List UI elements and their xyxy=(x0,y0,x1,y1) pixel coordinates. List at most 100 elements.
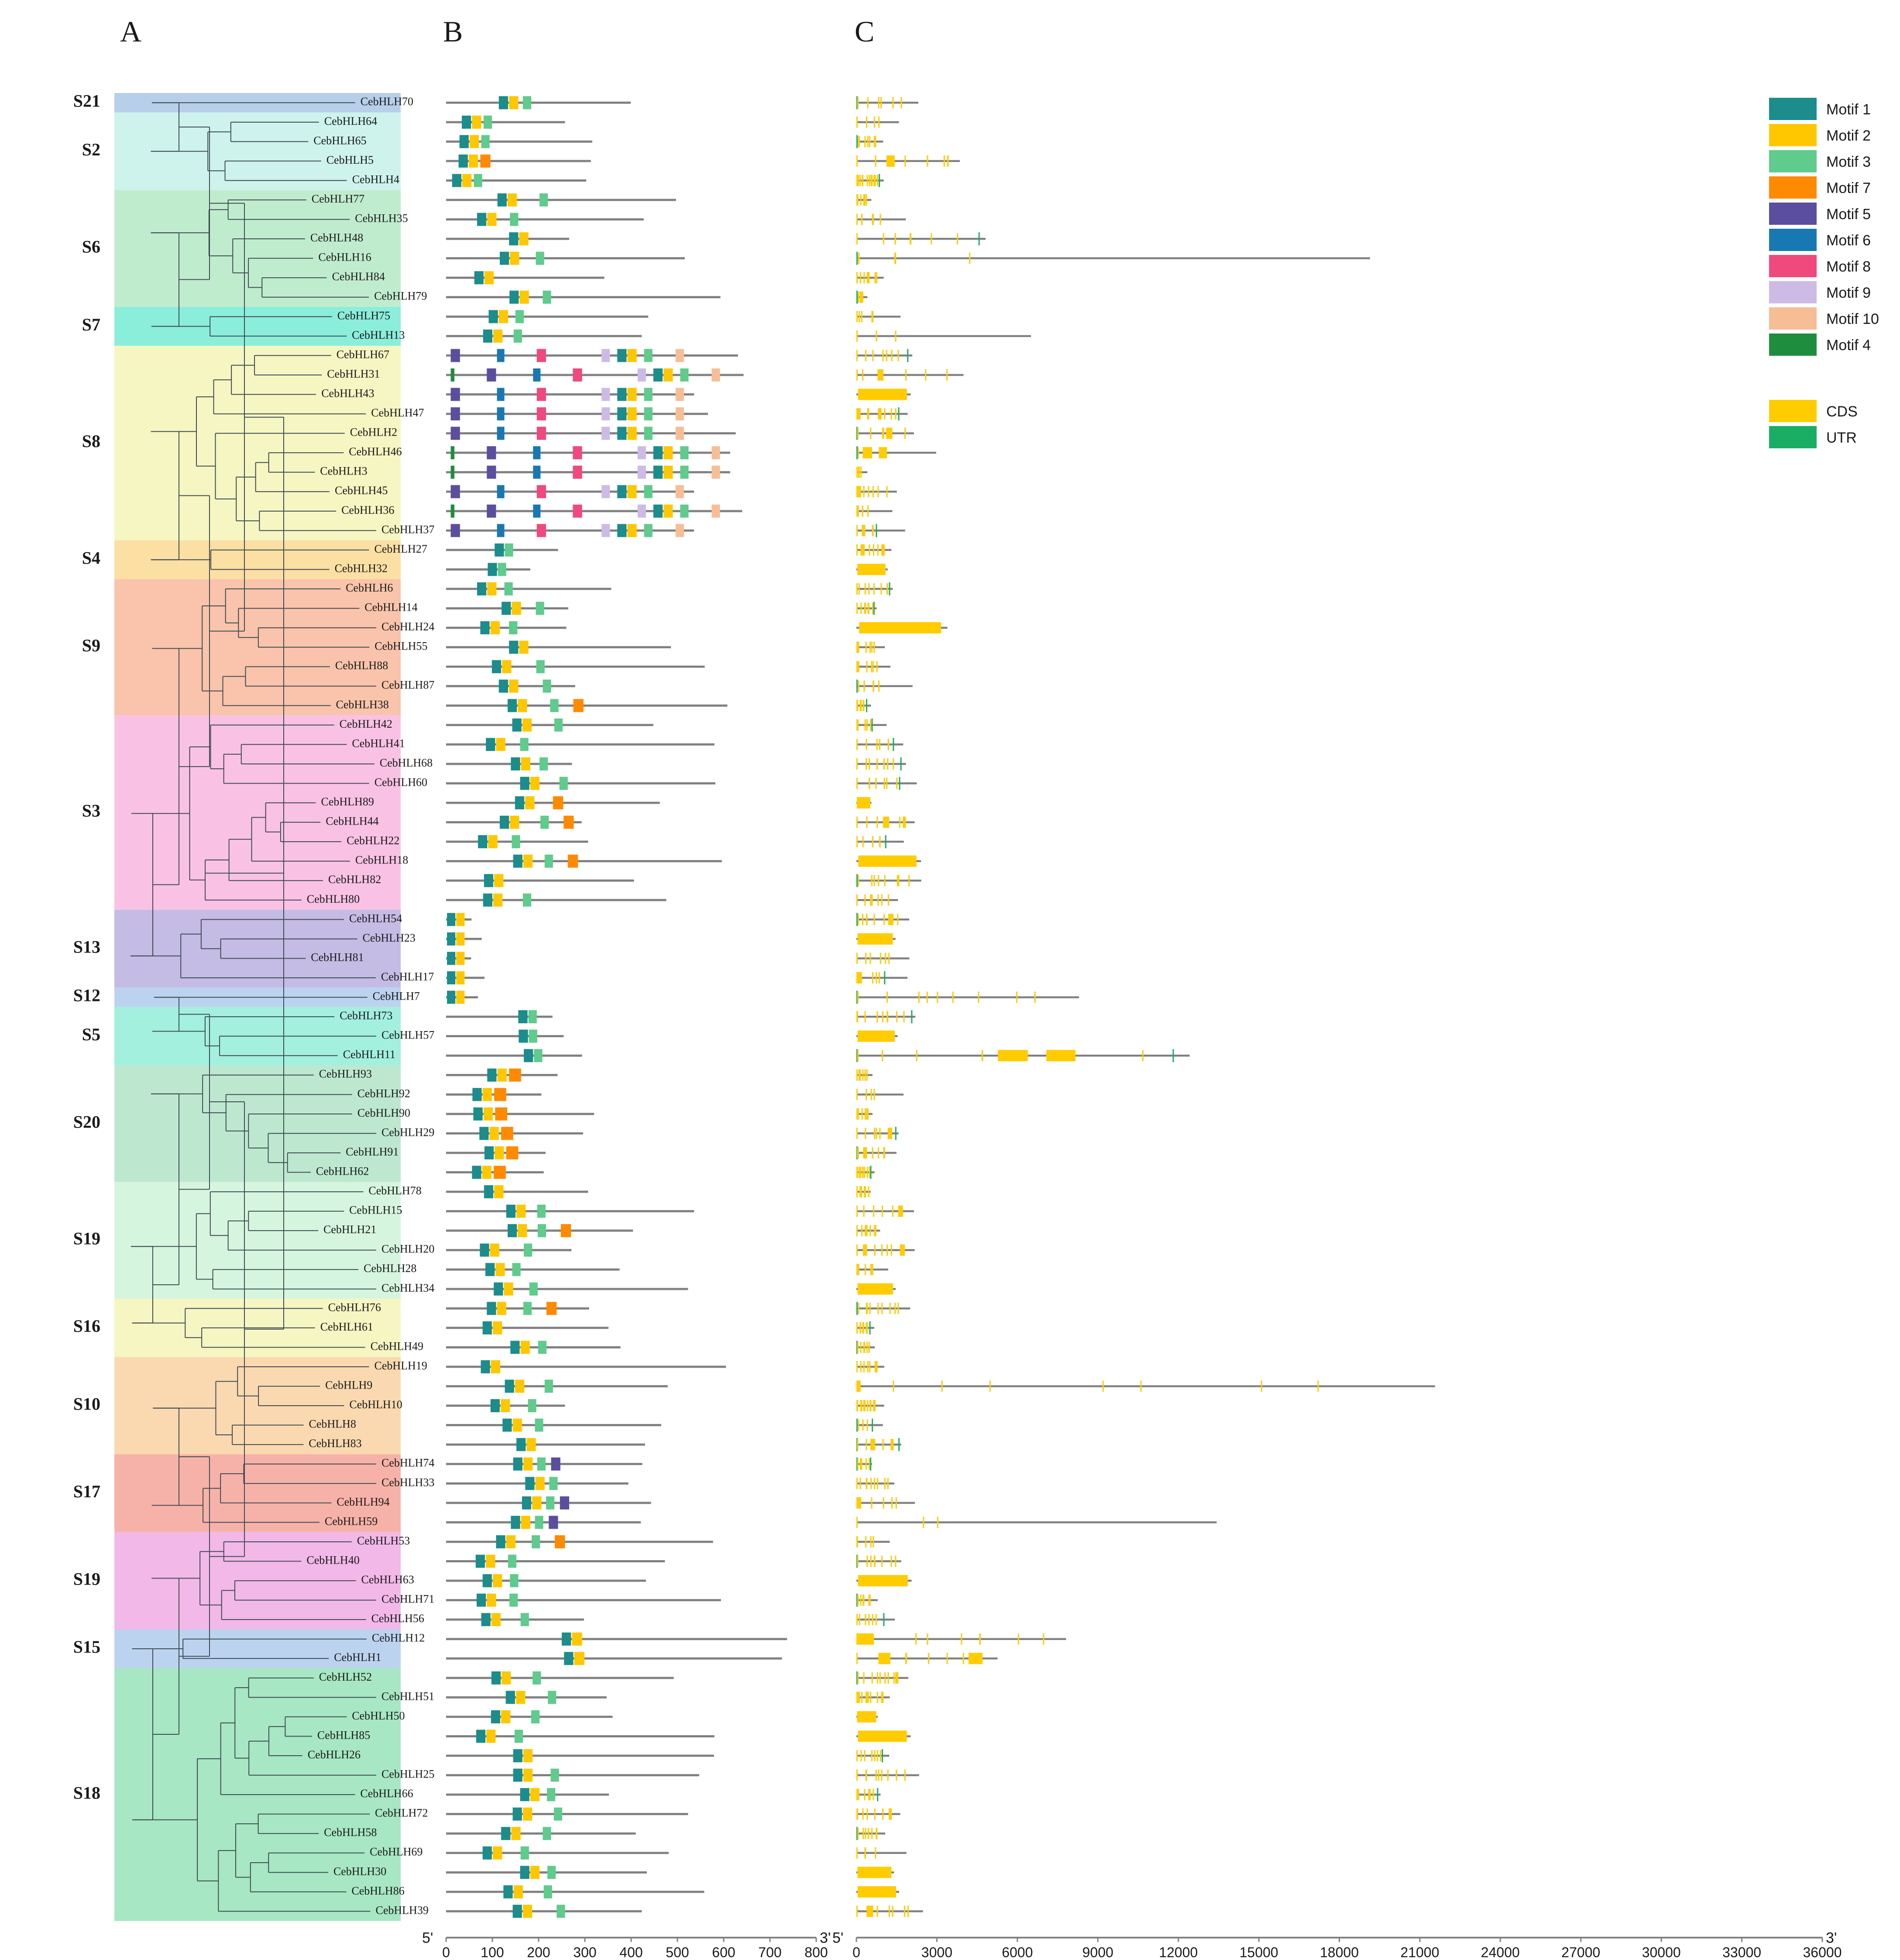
svg-text:S6: S6 xyxy=(82,237,100,257)
svg-text:A: A xyxy=(120,15,141,48)
svg-text:CebHLH58: CebHLH58 xyxy=(324,1826,377,1839)
svg-text:15000: 15000 xyxy=(1240,1945,1278,1960)
svg-text:33000: 33000 xyxy=(1722,1945,1761,1960)
svg-text:CebHLH25: CebHLH25 xyxy=(381,1768,434,1781)
svg-text:CebHLH4: CebHLH4 xyxy=(352,173,399,186)
svg-text:CebHLH56: CebHLH56 xyxy=(371,1612,424,1625)
svg-text:CebHLH86: CebHLH86 xyxy=(351,1884,404,1897)
svg-text:CebHLH30: CebHLH30 xyxy=(333,1865,386,1877)
svg-text:CebHLH85: CebHLH85 xyxy=(317,1729,370,1741)
svg-text:CebHLH32: CebHLH32 xyxy=(335,562,388,574)
svg-text:CebHLH75: CebHLH75 xyxy=(337,309,390,322)
svg-text:CebHLH13: CebHLH13 xyxy=(352,329,405,341)
svg-text:S13: S13 xyxy=(73,937,100,956)
svg-text:CebHLH81: CebHLH81 xyxy=(311,951,364,963)
svg-text:S20: S20 xyxy=(73,1112,100,1131)
svg-text:18000: 18000 xyxy=(1320,1945,1359,1960)
svg-text:3': 3' xyxy=(1826,1930,1837,1946)
svg-text:CebHLH33: CebHLH33 xyxy=(381,1476,434,1489)
svg-text:CebHLH79: CebHLH79 xyxy=(374,290,427,303)
svg-text:Motif 6: Motif 6 xyxy=(1826,232,1871,249)
svg-text:21000: 21000 xyxy=(1400,1945,1439,1960)
svg-text:CebHLH64: CebHLH64 xyxy=(324,115,377,127)
svg-text:S21: S21 xyxy=(73,91,100,110)
svg-text:S10: S10 xyxy=(73,1394,100,1413)
svg-text:CebHLH48: CebHLH48 xyxy=(310,231,363,244)
svg-text:Motif 3: Motif 3 xyxy=(1826,154,1871,170)
svg-text:CebHLH59: CebHLH59 xyxy=(325,1515,378,1527)
svg-text:12000: 12000 xyxy=(1159,1945,1198,1960)
svg-text:CebHLH60: CebHLH60 xyxy=(375,776,427,788)
svg-text:CebHLH21: CebHLH21 xyxy=(323,1223,376,1236)
svg-text:CebHLH83: CebHLH83 xyxy=(309,1437,361,1450)
svg-text:CebHLH80: CebHLH80 xyxy=(307,893,360,905)
svg-text:Motif 1: Motif 1 xyxy=(1826,101,1871,118)
svg-text:CebHLH68: CebHLH68 xyxy=(380,756,433,769)
svg-text:500: 500 xyxy=(666,1945,689,1960)
svg-text:CebHLH23: CebHLH23 xyxy=(363,932,416,944)
svg-text:CebHLH76: CebHLH76 xyxy=(328,1301,381,1314)
svg-text:CebHLH7: CebHLH7 xyxy=(373,990,420,1003)
svg-text:CebHLH6: CebHLH6 xyxy=(346,581,393,594)
svg-text:9000: 9000 xyxy=(1082,1945,1113,1960)
svg-text:S4: S4 xyxy=(82,548,100,567)
svg-text:S19: S19 xyxy=(73,1229,100,1248)
svg-text:27000: 27000 xyxy=(1561,1945,1600,1960)
svg-text:CDS: CDS xyxy=(1826,403,1858,420)
svg-text:CebHLH36: CebHLH36 xyxy=(341,504,394,516)
svg-text:Motif 8: Motif 8 xyxy=(1826,258,1871,275)
svg-text:S9: S9 xyxy=(82,636,100,655)
svg-text:0: 0 xyxy=(852,1945,860,1960)
svg-text:CebHLH1: CebHLH1 xyxy=(334,1651,381,1664)
svg-text:CebHLH12: CebHLH12 xyxy=(372,1632,425,1644)
svg-text:CebHLH22: CebHLH22 xyxy=(347,834,399,847)
svg-text:S16: S16 xyxy=(73,1316,100,1336)
svg-text:S18: S18 xyxy=(73,1783,100,1802)
svg-text:S12: S12 xyxy=(73,986,100,1005)
svg-text:400: 400 xyxy=(619,1945,642,1960)
svg-text:6000: 6000 xyxy=(1002,1945,1033,1960)
svg-text:CebHLH8: CebHLH8 xyxy=(309,1418,356,1430)
svg-text:100: 100 xyxy=(481,1945,504,1960)
svg-text:CebHLH73: CebHLH73 xyxy=(340,1009,392,1022)
svg-text:800: 800 xyxy=(804,1945,828,1960)
svg-text:Motif 2: Motif 2 xyxy=(1826,127,1871,144)
svg-text:S7: S7 xyxy=(82,315,100,334)
svg-text:S15: S15 xyxy=(73,1637,100,1657)
svg-text:5': 5' xyxy=(832,1930,843,1946)
svg-text:CebHLH78: CebHLH78 xyxy=(368,1184,421,1197)
svg-text:CebHLH72: CebHLH72 xyxy=(375,1807,428,1819)
svg-text:CebHLH24: CebHLH24 xyxy=(381,620,434,633)
svg-text:CebHLH51: CebHLH51 xyxy=(381,1690,434,1702)
svg-text:CebHLH91: CebHLH91 xyxy=(346,1145,399,1158)
svg-text:CebHLH90: CebHLH90 xyxy=(357,1107,410,1119)
svg-text:CebHLH89: CebHLH89 xyxy=(321,795,374,808)
svg-text:CebHLH74: CebHLH74 xyxy=(381,1457,434,1469)
svg-text:CebHLH46: CebHLH46 xyxy=(349,445,402,458)
svg-text:Motif 5: Motif 5 xyxy=(1826,206,1871,223)
svg-text:CebHLH31: CebHLH31 xyxy=(327,368,380,380)
svg-text:3000: 3000 xyxy=(921,1945,952,1960)
svg-text:CebHLH82: CebHLH82 xyxy=(328,873,381,886)
svg-text:CebHLH26: CebHLH26 xyxy=(308,1748,361,1761)
svg-text:CebHLH15: CebHLH15 xyxy=(349,1204,402,1217)
svg-text:CebHLH63: CebHLH63 xyxy=(361,1573,414,1586)
svg-text:CebHLH67: CebHLH67 xyxy=(337,348,389,361)
svg-text:CebHLH55: CebHLH55 xyxy=(375,640,427,653)
svg-text:CebHLH16: CebHLH16 xyxy=(318,251,371,264)
svg-text:CebHLH29: CebHLH29 xyxy=(381,1126,434,1138)
svg-text:30000: 30000 xyxy=(1642,1945,1681,1960)
svg-text:CebHLH94: CebHLH94 xyxy=(337,1496,389,1508)
svg-text:Motif 4: Motif 4 xyxy=(1826,337,1871,354)
svg-text:300: 300 xyxy=(573,1945,596,1960)
svg-text:Motif 10: Motif 10 xyxy=(1826,311,1879,327)
svg-text:24000: 24000 xyxy=(1481,1945,1520,1960)
svg-text:CebHLH54: CebHLH54 xyxy=(349,912,402,925)
svg-text:CebHLH3: CebHLH3 xyxy=(320,465,367,478)
svg-text:CebHLH35: CebHLH35 xyxy=(355,212,408,225)
svg-text:CebHLH19: CebHLH19 xyxy=(375,1359,427,1372)
svg-text:CebHLH43: CebHLH43 xyxy=(321,387,374,399)
svg-text:CebHLH10: CebHLH10 xyxy=(349,1398,402,1411)
svg-text:CebHLH44: CebHLH44 xyxy=(326,815,378,828)
svg-text:CebHLH5: CebHLH5 xyxy=(326,154,374,166)
